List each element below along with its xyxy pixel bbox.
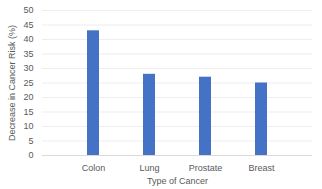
svg-text:5: 5 [28, 136, 33, 146]
svg-text:50: 50 [23, 5, 33, 15]
svg-text:Breast: Breast [248, 163, 275, 173]
svg-text:10: 10 [23, 121, 33, 131]
svg-text:35: 35 [23, 49, 33, 59]
svg-text:Prostate: Prostate [189, 163, 223, 173]
svg-text:Colon: Colon [82, 163, 106, 173]
svg-text:45: 45 [23, 20, 33, 30]
svg-text:0: 0 [28, 150, 33, 160]
svg-text:Decrease in Cancer Risk (%): Decrease in Cancer Risk (%) [7, 25, 17, 141]
svg-text:15: 15 [23, 107, 33, 117]
svg-text:Type of Cancer: Type of Cancer [147, 176, 208, 186]
svg-text:40: 40 [23, 34, 33, 44]
svg-text:Lung: Lung [139, 163, 159, 173]
svg-text:25: 25 [23, 78, 33, 88]
svg-text:20: 20 [23, 92, 33, 102]
svg-text:30: 30 [23, 63, 33, 73]
